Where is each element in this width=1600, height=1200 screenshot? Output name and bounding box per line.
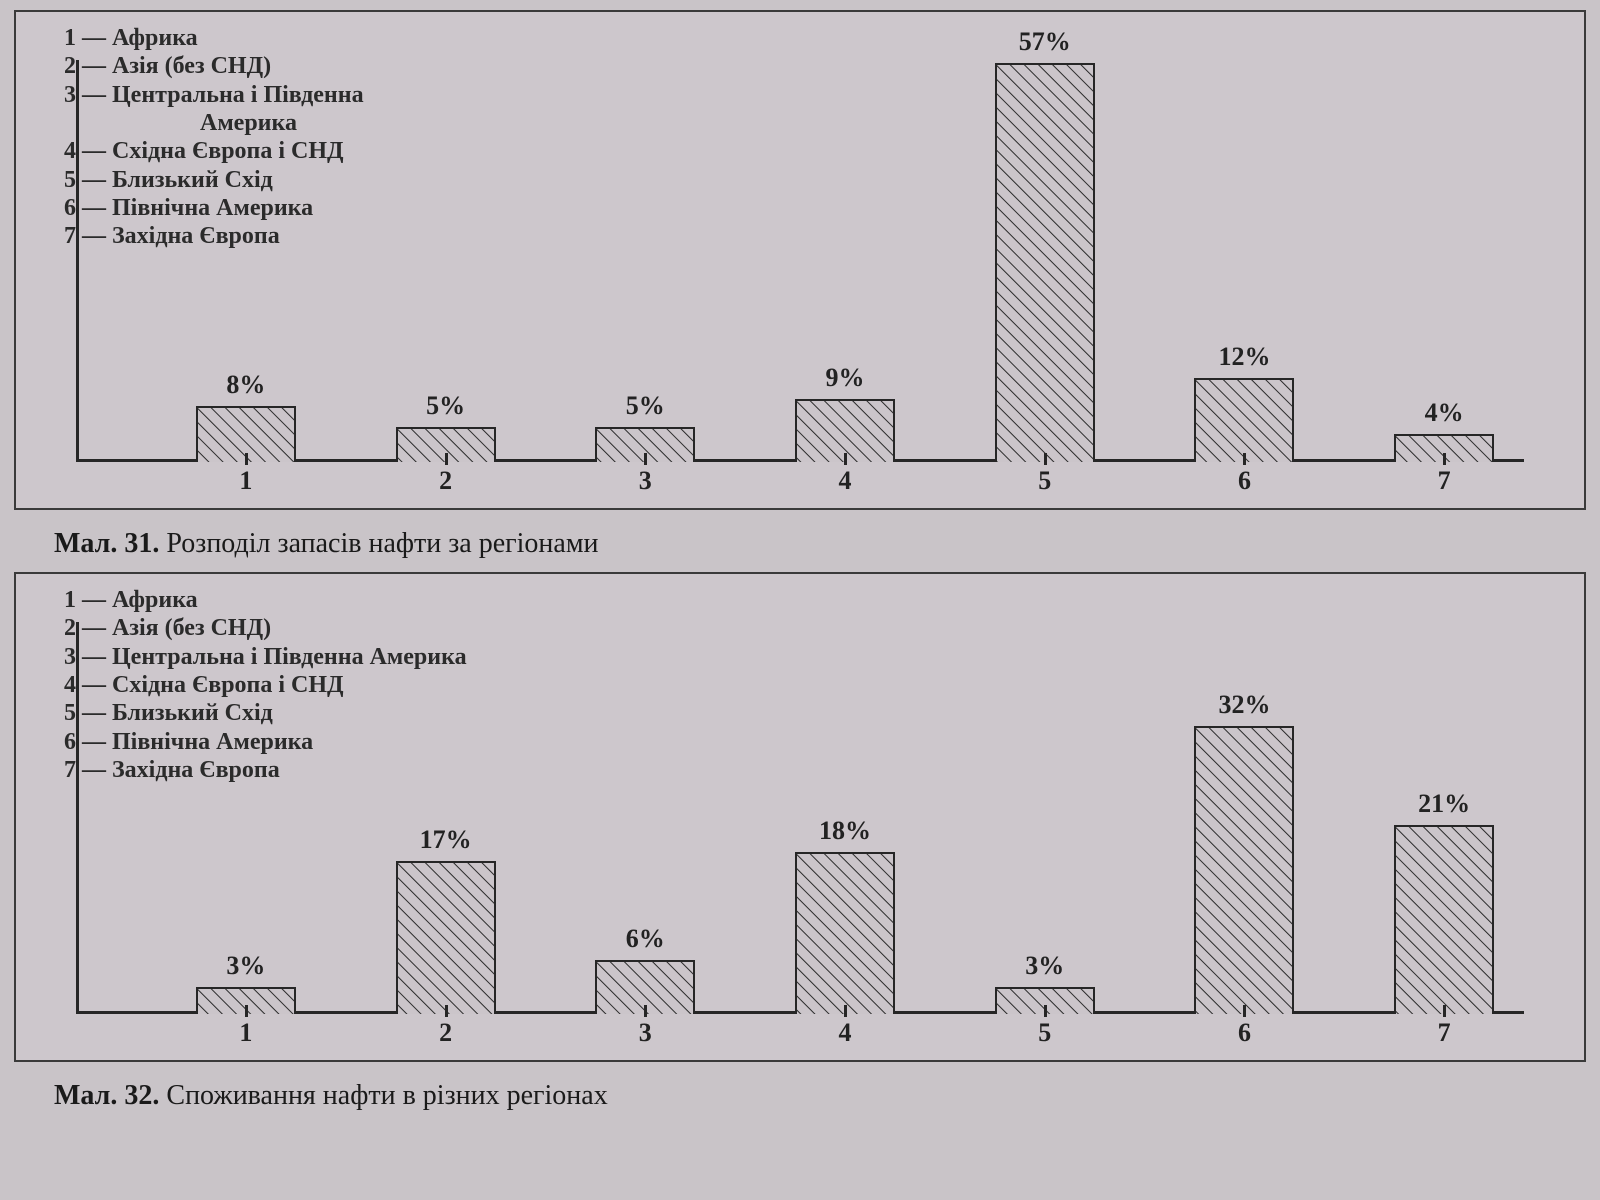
chart1-caption-text: Розподіл запасів нафти за регіонами <box>159 528 598 559</box>
bar <box>1194 726 1294 1014</box>
chart1-y-axis <box>76 60 79 462</box>
bar-value-label: 3% <box>226 951 265 981</box>
x-tick <box>644 453 647 465</box>
x-axis-label: 2 <box>439 1018 452 1048</box>
x-tick <box>245 453 248 465</box>
x-axis-label: 4 <box>839 466 852 496</box>
chart2-panel: 1 — Африка 2 — Азія (без СНД) 3 — Центра… <box>14 572 1586 1062</box>
chart2-area: 3% 17% 6% 18% 3% 32% 21% <box>76 614 1524 1014</box>
x-tick <box>245 1005 248 1017</box>
bar-slot: 17% <box>396 825 496 1014</box>
bar-value-label: 9% <box>826 363 865 393</box>
chart2-caption-text: Споживання нафти в різних регіонах <box>159 1080 607 1111</box>
bar-slot: 5% <box>595 391 695 462</box>
bar <box>1194 378 1294 462</box>
x-tick <box>1044 1005 1047 1017</box>
bar-slot: 12% <box>1194 342 1294 462</box>
chart2-xlabels: 1 2 3 4 5 6 7 <box>76 1018 1524 1052</box>
chart1-area: 8%5%5%9%57%12%4% <box>76 52 1524 462</box>
legend-row: 1 — Африка <box>64 24 364 52</box>
x-tick <box>1044 453 1047 465</box>
chart1-caption-number: Мал. 31. <box>54 528 159 559</box>
bar-value-label: 8% <box>226 370 265 400</box>
bar-slot: 6% <box>595 924 695 1014</box>
x-tick <box>1443 1005 1446 1017</box>
chart2-y-axis <box>76 622 79 1014</box>
chart2-section: 1 — Африка 2 — Азія (без СНД) 3 — Центра… <box>14 560 1586 1112</box>
bar <box>795 852 895 1014</box>
chart1-panel: 1 — Африка 2 — Азія (без СНД) 3 — Центра… <box>14 10 1586 510</box>
x-tick <box>844 453 847 465</box>
bar-value-label: 4% <box>1425 398 1464 428</box>
x-axis-label: 2 <box>439 466 452 496</box>
chart2-caption: Мал. 32. Споживання нафти в різних регіо… <box>54 1080 1586 1112</box>
bar-value-label: 18% <box>819 816 871 846</box>
x-tick <box>1243 1005 1246 1017</box>
x-axis-label: 1 <box>239 1018 252 1048</box>
bar <box>396 861 496 1014</box>
bar-value-label: 5% <box>626 391 665 421</box>
bar-slot: 18% <box>795 816 895 1014</box>
page: 1 — Африка 2 — Азія (без СНД) 3 — Центра… <box>0 0 1600 1200</box>
x-axis-label: 4 <box>839 1018 852 1048</box>
bar-value-label: 3% <box>1025 951 1064 981</box>
bar-value-label: 6% <box>626 924 665 954</box>
chart2-caption-number: Мал. 32. <box>54 1080 159 1111</box>
bar-slot: 21% <box>1394 789 1494 1014</box>
x-axis-label: 3 <box>639 466 652 496</box>
x-axis-label: 7 <box>1438 466 1451 496</box>
x-tick <box>1243 453 1246 465</box>
x-tick <box>844 1005 847 1017</box>
chart1-section: 1 — Африка 2 — Азія (без СНД) 3 — Центра… <box>14 10 1586 560</box>
bar <box>995 63 1095 462</box>
chart2-bars: 3% 17% 6% 18% 3% 32% 21% <box>116 614 1514 1014</box>
bar-value-label: 21% <box>1418 789 1470 819</box>
x-axis-label: 6 <box>1238 1018 1251 1048</box>
x-axis-label: 3 <box>639 1018 652 1048</box>
chart1-xlabels: 1 2 3 4 5 6 7 <box>76 466 1524 500</box>
bar-value-label: 17% <box>420 825 472 855</box>
bar-slot: 8% <box>196 370 296 462</box>
chart1-bars: 8%5%5%9%57%12%4% <box>116 52 1514 462</box>
bar-value-label: 57% <box>1019 27 1071 57</box>
bar <box>1394 825 1494 1014</box>
bar-slot: 32% <box>1194 690 1294 1014</box>
chart1-caption: Мал. 31. Розподіл запасів нафти за регіо… <box>54 528 1586 560</box>
legend-row: 1 — Африка <box>64 586 467 614</box>
bar-value-label: 5% <box>426 391 465 421</box>
bar-slot: 57% <box>995 27 1095 462</box>
x-axis-label: 5 <box>1038 1018 1051 1048</box>
x-tick <box>445 453 448 465</box>
bar-value-label: 12% <box>1218 342 1270 372</box>
bar-value-label: 32% <box>1218 690 1270 720</box>
x-axis-label: 7 <box>1438 1018 1451 1048</box>
x-tick <box>445 1005 448 1017</box>
bar-slot: 9% <box>795 363 895 462</box>
x-tick <box>1443 453 1446 465</box>
bar-slot: 5% <box>396 391 496 462</box>
x-axis-label: 6 <box>1238 466 1251 496</box>
x-axis-label: 5 <box>1038 466 1051 496</box>
x-tick <box>644 1005 647 1017</box>
x-axis-label: 1 <box>239 466 252 496</box>
